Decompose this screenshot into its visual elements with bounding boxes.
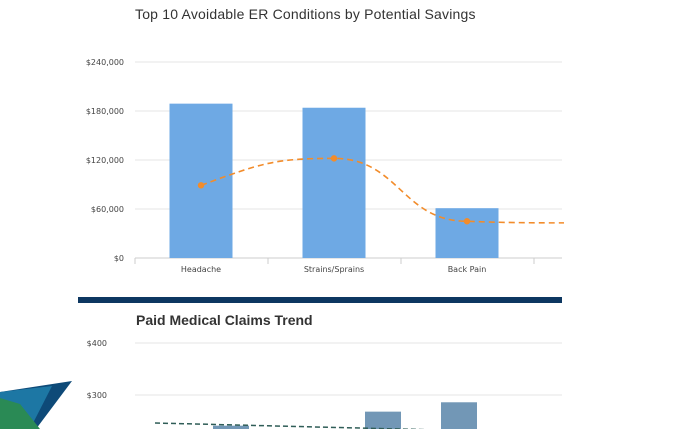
y-tick-label: $400	[87, 339, 107, 348]
chart-title: Top 10 Avoidable ER Conditions by Potent…	[135, 6, 476, 22]
trend-line	[154, 422, 429, 429]
y-tick-label: $60,000	[91, 205, 124, 214]
trend-line	[200, 157, 565, 224]
bar	[441, 402, 477, 429]
y-tick-label: $120,000	[86, 156, 124, 165]
bar	[365, 411, 401, 429]
x-tick-label: Strains/Sprains	[304, 265, 364, 274]
bar	[302, 107, 366, 258]
y-tick-label: $240,000	[86, 58, 124, 67]
bar	[435, 208, 499, 258]
trend-point	[197, 182, 205, 189]
trend-point	[463, 218, 471, 225]
y-tick-label: $300	[87, 391, 107, 400]
y-tick-label: $180,000	[86, 107, 124, 116]
claims-chart-title: Paid Medical Claims Trend	[136, 312, 313, 328]
section-divider	[78, 297, 562, 303]
bar	[213, 425, 249, 429]
x-tick-label: Back Pain	[448, 265, 487, 274]
x-tick-label: Headache	[181, 265, 221, 274]
y-tick-label: $0	[114, 254, 124, 263]
trend-point	[330, 155, 338, 162]
savings-chart: $0 $60,000 $120,000 $180,000 $240,000 Headach…	[86, 58, 565, 274]
bar	[169, 103, 233, 259]
